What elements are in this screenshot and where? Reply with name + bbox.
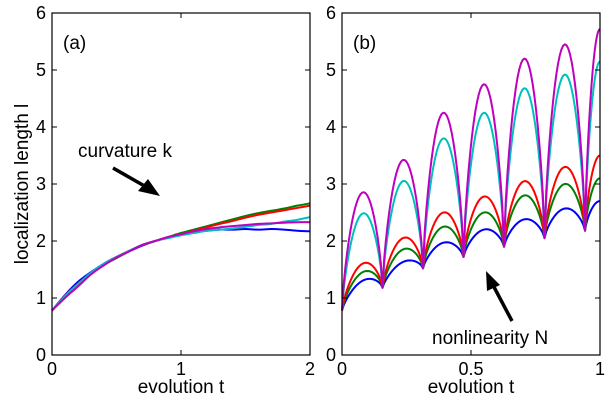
panel-b-xlabel: evolution t bbox=[428, 377, 515, 398]
panel-a-y-tick-label: 3 bbox=[36, 174, 46, 194]
panel-a-y-tick-label: 5 bbox=[36, 60, 46, 80]
panel-b-label: (b) bbox=[353, 33, 376, 54]
panel-b-x-tick-label: 1 bbox=[595, 359, 605, 379]
panel-a-y-tick-label: 6 bbox=[36, 3, 46, 23]
panel-a-x-tick-label: 0 bbox=[47, 359, 57, 379]
panel-a-y-tick-label: 0 bbox=[36, 345, 46, 365]
panel-a: 0 1 2 0 1 2 3 4 5 6 (a) curvature k evolution t l… bbox=[12, 3, 315, 398]
panel-b-ticks: 0 0.5 1 0 1 2 3 4 5 6 bbox=[326, 3, 605, 379]
panel-b-y-tick-label: 1 bbox=[326, 288, 336, 308]
panel-a-plot-area bbox=[52, 13, 310, 355]
panel-b-y-tick-label: 4 bbox=[326, 117, 336, 137]
panel-b-y-tick-label: 2 bbox=[326, 231, 336, 251]
panel-b-plot-area bbox=[342, 13, 600, 355]
panel-a-y-tick-label: 1 bbox=[36, 288, 46, 308]
panel-a-ylabel: localization length l bbox=[12, 104, 33, 265]
panel-a-x-tick-label: 2 bbox=[305, 359, 315, 379]
panel-a-x-tick-label: 1 bbox=[176, 359, 186, 379]
nonlinearity-annotation: nonlinearity N bbox=[432, 328, 548, 349]
panel-b-x-tick-label: 0 bbox=[337, 359, 347, 379]
curvature-annotation: curvature k bbox=[78, 141, 172, 162]
panel-b-y-tick-label: 6 bbox=[326, 3, 336, 23]
panel-a-label: (a) bbox=[63, 33, 86, 54]
panel-b-series-line-1 bbox=[341, 200, 601, 311]
panel-a-xlabel: evolution t bbox=[138, 377, 225, 398]
panel-a-series-line-5 bbox=[51, 221, 311, 312]
panel-a-ticks: 0 1 2 0 1 2 3 4 5 6 bbox=[36, 3, 315, 379]
panel-b-series-line-3 bbox=[341, 154, 601, 311]
panel-a-series bbox=[51, 202, 311, 312]
panel-b-series bbox=[341, 28, 601, 311]
panel-b-y-tick-label: 3 bbox=[326, 174, 336, 194]
panel-b-series-line-2 bbox=[341, 177, 601, 311]
panel-a-y-tick-label: 2 bbox=[36, 231, 46, 251]
panel-b-y-tick-label: 5 bbox=[326, 60, 336, 80]
panel-b-y-tick-label: 0 bbox=[326, 345, 336, 365]
panel-a-y-tick-label: 4 bbox=[36, 117, 46, 137]
panel-b-series-line-5 bbox=[341, 28, 601, 311]
curvature-arrow bbox=[112, 166, 160, 196]
nonlinearity-arrow bbox=[486, 271, 514, 322]
panel-b-x-tick-label: 0.5 bbox=[458, 359, 483, 379]
panel-b: 0 0.5 1 0 1 2 3 4 5 6 (b) nonlinearity N evolutio… bbox=[326, 3, 605, 398]
